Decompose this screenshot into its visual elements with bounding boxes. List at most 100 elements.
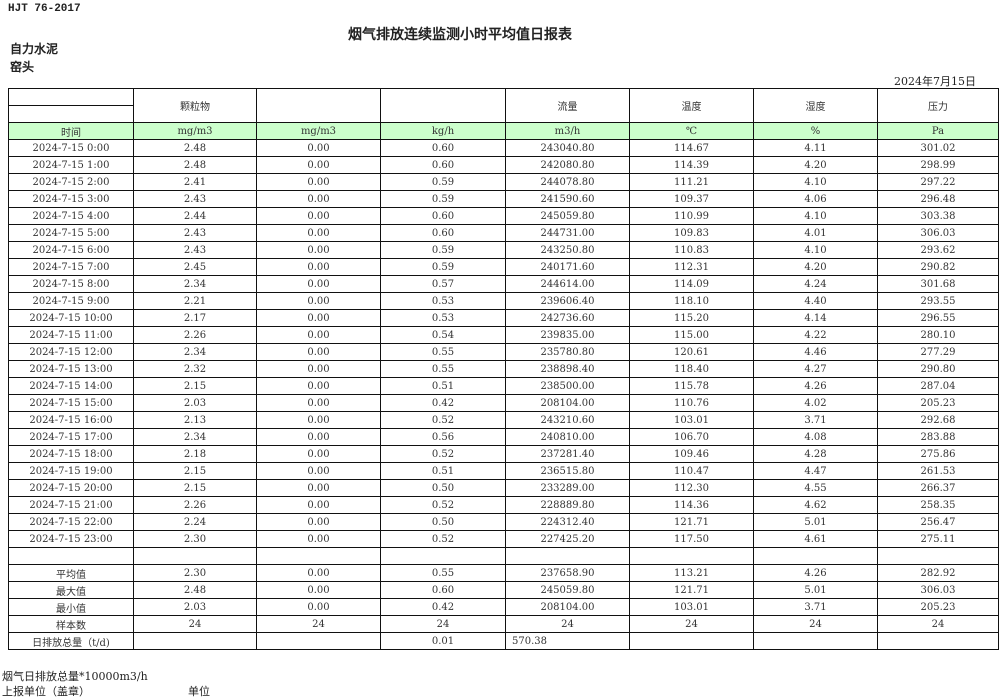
cell-temperature: 113.21 xyxy=(629,564,754,582)
cell-time: 2024-7-15 13:00 xyxy=(8,360,134,378)
cell-pressure: 256.47 xyxy=(877,513,999,531)
cell-particulate-kgh: 0.59 xyxy=(380,173,506,191)
unit-temperature: ℃ xyxy=(629,122,754,140)
cell-flow xyxy=(505,547,630,565)
cell-time: 2024-7-15 23:00 xyxy=(8,530,134,548)
cell-temperature: 109.37 xyxy=(629,190,754,208)
cell-flow: 224312.40 xyxy=(505,513,630,531)
cell-particulate-kgh: 0.60 xyxy=(380,224,506,242)
cell-particulate-mgm3: 2.15 xyxy=(133,377,257,395)
cell-particulate-kgh: 0.51 xyxy=(380,377,506,395)
cell-particulate-mgm3: 2.45 xyxy=(133,258,257,276)
cell-particulate-mgm3: 24 xyxy=(133,615,257,633)
cell-pressure xyxy=(877,632,999,650)
cell-particulate-mgm3: 2.17 xyxy=(133,309,257,327)
monitoring-point: 窑头 xyxy=(10,60,35,74)
cell-flow: 245059.80 xyxy=(505,207,630,225)
cell-particulate-kgh: 24 xyxy=(380,615,506,633)
cell-humidity: 4.62 xyxy=(753,496,878,514)
table-row: 2024-7-15 5:00 2.43 0.00 0.60 244731.00 109.8… xyxy=(8,224,999,242)
table-row: 2024-7-15 21:00 2.26 0.00 0.52 228889.80 114.… xyxy=(8,496,999,514)
header-blank-1 xyxy=(256,88,381,123)
cell-temperature: 103.01 xyxy=(629,411,754,429)
cell-pressure: 275.11 xyxy=(877,530,999,548)
cell-pressure: 287.04 xyxy=(877,377,999,395)
cell-particulate-mgm3: 2.48 xyxy=(133,581,257,599)
cell-temperature: 109.83 xyxy=(629,224,754,242)
cell-particulate-mgm3: 2.48 xyxy=(133,139,257,157)
cell-particulate-kgh xyxy=(380,547,506,565)
cell-time: 2024-7-15 0:00 xyxy=(8,139,134,157)
table-row: 2024-7-15 14:00 2.15 0.00 0.51 238500.00 115.… xyxy=(8,377,999,395)
cell-particulate-mgm3: 2.30 xyxy=(133,530,257,548)
cell-pressure: 296.55 xyxy=(877,309,999,327)
cell-particulate-kgh: 0.50 xyxy=(380,479,506,497)
company-name: 自力水泥 xyxy=(10,42,59,56)
cell-particulate-kgh: 0.50 xyxy=(380,513,506,531)
table-row: 2024-7-15 1:00 2.48 0.00 0.60 242080.80 114.3… xyxy=(8,156,999,174)
cell-temperature: 112.30 xyxy=(629,479,754,497)
cell-time: 2024-7-15 15:00 xyxy=(8,394,134,412)
cell-particulate-kgh: 0.60 xyxy=(380,581,506,599)
cell-flow: 208104.00 xyxy=(505,394,630,412)
cell-pressure: 303.38 xyxy=(877,207,999,225)
cell-temperature: 114.39 xyxy=(629,156,754,174)
table-row: 2024-7-15 17:00 2.34 0.00 0.56 240810.00 106.… xyxy=(8,428,999,446)
cell-particulate-kgh: 0.60 xyxy=(380,156,506,174)
cell-pressure: 277.29 xyxy=(877,343,999,361)
stats-row: 样本数 24 24 24 24 24 24 24 xyxy=(8,615,999,633)
cell-particulate-converted: 0.00 xyxy=(256,530,381,548)
cell-particulate-kgh: 0.52 xyxy=(380,411,506,429)
cell-time: 2024-7-15 10:00 xyxy=(8,309,134,327)
cell-time: 2024-7-15 21:00 xyxy=(8,496,134,514)
cell-flow: 244614.00 xyxy=(505,275,630,293)
cell-particulate-converted: 0.00 xyxy=(256,190,381,208)
cell-particulate-kgh: 0.55 xyxy=(380,343,506,361)
cell-temperature: 24 xyxy=(629,615,754,633)
unit-pressure: Pa xyxy=(877,122,999,140)
cell-particulate-kgh: 0.55 xyxy=(380,360,506,378)
cell-flow: 243040.80 xyxy=(505,139,630,157)
unit-particulate-converted: mg/m3 xyxy=(256,122,381,140)
cell-pressure: 290.82 xyxy=(877,258,999,276)
cell-particulate-converted: 0.00 xyxy=(256,377,381,395)
cell-flow: 228889.80 xyxy=(505,496,630,514)
stats-row: 最小值 2.03 0.00 0.42 208104.00 103.01 3.71 205.23 xyxy=(8,598,999,616)
cell-pressure: 301.02 xyxy=(877,139,999,157)
cell-temperature: 112.31 xyxy=(629,258,754,276)
cell-flow: 237281.40 xyxy=(505,445,630,463)
cell-pressure: 258.35 xyxy=(877,496,999,514)
table-row: 2024-7-15 4:00 2.44 0.00 0.60 245059.80 110.9… xyxy=(8,207,999,225)
cell-humidity: 4.22 xyxy=(753,326,878,344)
cell-flow: 238898.40 xyxy=(505,360,630,378)
table-row: 2024-7-15 10:00 2.17 0.00 0.53 242736.60 115.… xyxy=(8,309,999,327)
cell-time: 最大值 xyxy=(8,581,134,599)
cell-humidity: 4.28 xyxy=(753,445,878,463)
cell-humidity: 4.55 xyxy=(753,479,878,497)
cell-humidity: 24 xyxy=(753,615,878,633)
cell-humidity: 4.02 xyxy=(753,394,878,412)
table-row: 2024-7-15 2:00 2.41 0.00 0.59 244078.80 111.2… xyxy=(8,173,999,191)
cell-flow: 237658.90 xyxy=(505,564,630,582)
cell-particulate-converted: 0.00 xyxy=(256,139,381,157)
cell-humidity xyxy=(753,632,878,650)
table-row: 2024-7-15 18:00 2.18 0.00 0.52 237281.40 109.… xyxy=(8,445,999,463)
cell-time: 2024-7-15 12:00 xyxy=(8,343,134,361)
cell-particulate-mgm3: 2.21 xyxy=(133,292,257,310)
cell-particulate-kgh: 0.53 xyxy=(380,292,506,310)
cell-temperature: 103.01 xyxy=(629,598,754,616)
cell-time: 2024-7-15 19:00 xyxy=(8,462,134,480)
header-pressure: 压力 xyxy=(877,88,999,123)
cell-particulate-mgm3: 2.34 xyxy=(133,343,257,361)
table-row: 2024-7-15 16:00 2.13 0.00 0.52 243210.60 103.… xyxy=(8,411,999,429)
unit-time: 时间 xyxy=(8,122,134,140)
cell-particulate-kgh: 0.52 xyxy=(380,530,506,548)
cell-temperature: 117.50 xyxy=(629,530,754,548)
cell-temperature: 114.67 xyxy=(629,139,754,157)
cell-time: 2024-7-15 3:00 xyxy=(8,190,134,208)
cell-temperature: 114.36 xyxy=(629,496,754,514)
cell-particulate-kgh: 0.52 xyxy=(380,445,506,463)
cell-flow: 242080.80 xyxy=(505,156,630,174)
cell-particulate-converted: 0.00 xyxy=(256,292,381,310)
cell-temperature: 118.10 xyxy=(629,292,754,310)
